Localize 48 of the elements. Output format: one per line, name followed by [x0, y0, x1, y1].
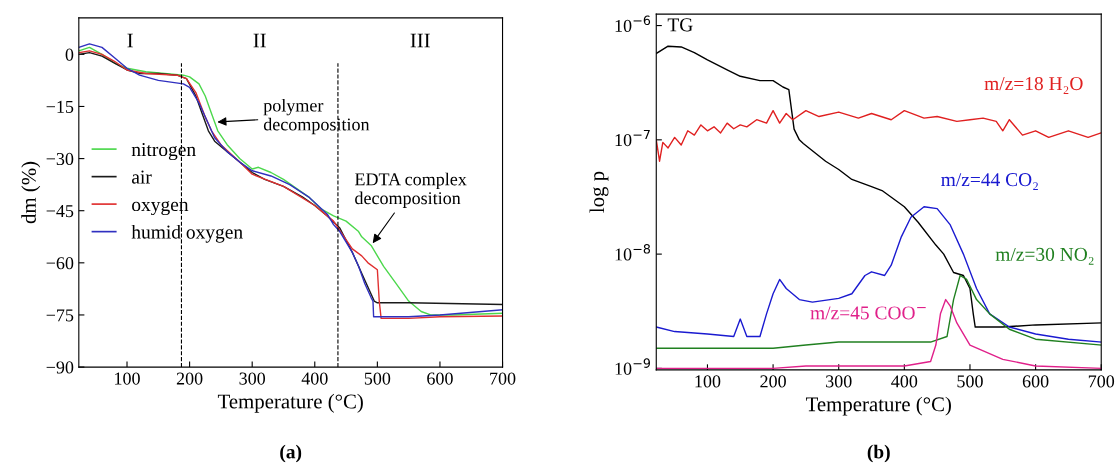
annotation: II: [253, 33, 266, 48]
y-tick-label: 10$^{−9}$: [615, 358, 650, 375]
x-tick-label: 300: [826, 375, 852, 388]
legend-label: nitrogen: [131, 143, 196, 161]
legend-label: humid oxygen: [131, 224, 243, 243]
y-tick-label: 10$^{−7}$: [615, 129, 650, 147]
x-tick-label: 200: [760, 375, 786, 388]
x-tick-label: 700: [490, 372, 516, 385]
text: (a): [280, 444, 302, 463]
y-tick-label: −75: [46, 309, 74, 322]
x-tick-label: 500: [364, 372, 391, 385]
line-series: [656, 109, 1102, 162]
y-tick-label: −45: [46, 205, 74, 218]
legend-label: air: [132, 170, 152, 184]
annotation: I: [127, 33, 133, 48]
y-axis-title: dm (%): [21, 161, 41, 224]
y-tick-label: 10$^{−8}$: [615, 244, 651, 261]
x-tick-label: 400: [891, 375, 918, 388]
x-axis-title: Temperature (°C): [217, 393, 363, 413]
series-label: m/z=18 H₂O: [984, 77, 1083, 94]
x-axis-title: Temperature (°C): [805, 396, 951, 416]
series-label: m/z=44 CO₂: [941, 173, 1038, 190]
y-tick-label: 0: [65, 48, 74, 61]
y-tick-label: 10$^{−6}$: [615, 15, 651, 32]
line-series: [656, 205, 1102, 343]
legend-label: oxygen: [132, 200, 189, 216]
y-tick-label: −60: [46, 257, 74, 270]
x-tick-label: 600: [1022, 375, 1049, 388]
annotation: EDTA complex decomposition: [354, 172, 467, 208]
line-series: [656, 274, 1102, 349]
x-tick-label: 500: [957, 375, 983, 388]
y-axis-title: log p: [589, 171, 609, 213]
annotation: III: [410, 33, 430, 48]
text: (b): [867, 444, 890, 463]
x-tick-label: 600: [427, 372, 453, 385]
x-tick-label: 200: [176, 372, 203, 385]
x-tick-label: 300: [239, 372, 266, 385]
series-label: m/z=30 NO₂: [995, 247, 1094, 265]
y-tick-label: −30: [46, 152, 74, 166]
x-tick-label: 100: [695, 375, 721, 388]
x-tick-label: 700: [1088, 375, 1115, 388]
x-tick-label: 400: [301, 372, 328, 385]
series-label: TG: [667, 18, 693, 32]
y-tick-label: −90: [46, 361, 74, 374]
x-tick-label: 100: [115, 372, 140, 385]
y-tick-label: −15: [46, 100, 74, 113]
series-label: m/z=45 COO$^{−}$: [810, 306, 926, 320]
annotation: polymer decomposition: [263, 98, 370, 135]
